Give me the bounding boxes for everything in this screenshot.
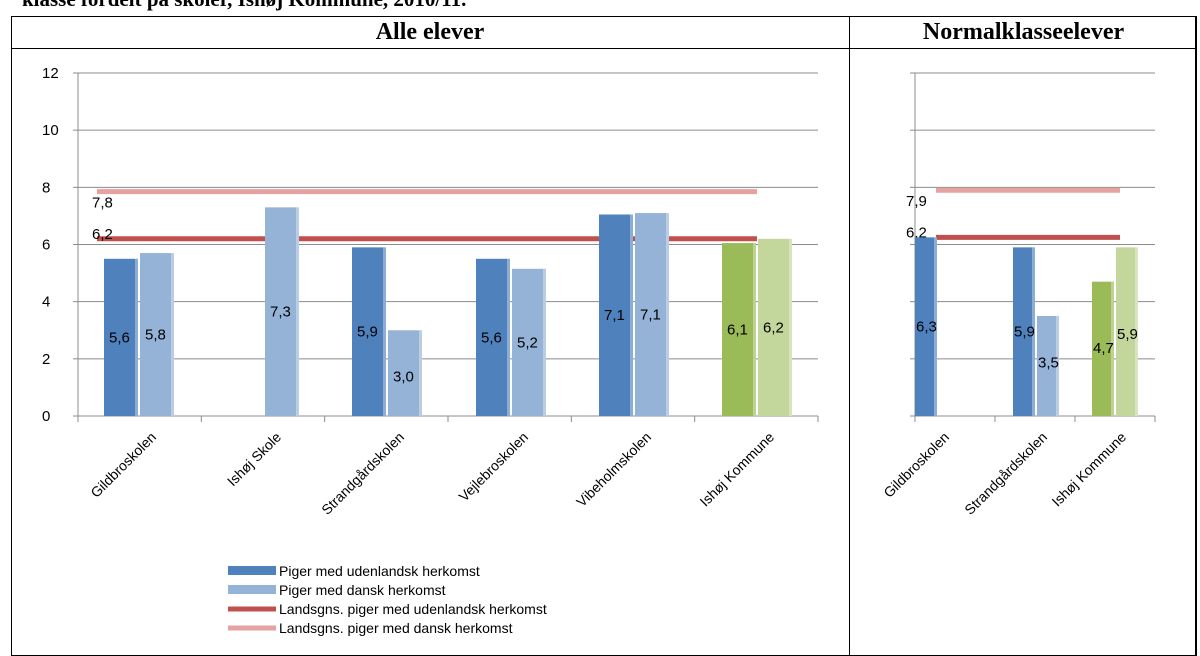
bar-all xyxy=(758,238,792,416)
category-label: Strandgårdskolen xyxy=(318,429,407,518)
category-label: Gildbroskolen xyxy=(880,429,952,501)
legend-swatch-bar xyxy=(228,566,276,575)
category-label: Ishøj Skole xyxy=(224,429,284,489)
y-tick-label: 2 xyxy=(42,351,50,368)
bar-all xyxy=(352,247,386,416)
legend-label: Piger med udenlandsk herkomst xyxy=(279,563,480,579)
legend-label: Landsgns. piger med dansk herkomst xyxy=(279,620,513,636)
data-label: 5,9 xyxy=(357,324,378,341)
data-label: 5,6 xyxy=(109,329,130,346)
bar-all xyxy=(476,258,510,416)
bar-all xyxy=(512,268,546,416)
reference-line-label: 7,8 xyxy=(92,195,113,212)
reference-line-label: 6,2 xyxy=(906,224,927,241)
bar-highlight xyxy=(419,330,422,416)
panel-divider xyxy=(849,16,850,656)
bar-highlight xyxy=(1056,315,1059,416)
bar-highlight xyxy=(934,237,937,416)
data-label: 6,3 xyxy=(916,319,937,336)
category-label: Gildbroskolen xyxy=(87,429,159,501)
bar-normal xyxy=(1037,315,1059,416)
data-label: 5,2 xyxy=(517,334,538,351)
header-divider xyxy=(11,48,1197,49)
category-label: Ishøj Kommune xyxy=(1048,429,1129,510)
y-tick-label: 10 xyxy=(42,122,59,139)
bar-normal xyxy=(1013,247,1035,416)
reference-line-label: 6,2 xyxy=(92,226,113,243)
bar-highlight xyxy=(296,207,299,416)
bar-highlight xyxy=(1135,247,1138,416)
legend-label: Piger med dansk herkomst xyxy=(279,582,446,598)
category-label: Strandgårdskolen xyxy=(961,429,1050,518)
bar-highlight xyxy=(383,247,386,416)
bar-all xyxy=(722,243,756,416)
data-label: 7,3 xyxy=(270,304,291,321)
bar-all xyxy=(104,258,138,416)
data-label: 5,8 xyxy=(145,327,166,344)
panel-title-normal-class: Normalklasseelever xyxy=(922,19,1125,45)
data-label: 6,2 xyxy=(763,319,784,336)
y-tick-label: 12 xyxy=(42,65,59,82)
reference-line-label: 7,9 xyxy=(906,193,927,210)
data-label: 7,1 xyxy=(640,307,661,324)
bar-normal xyxy=(1092,281,1114,416)
bar-normal xyxy=(1116,247,1138,416)
bar-highlight xyxy=(543,268,546,416)
bar-highlight xyxy=(630,214,633,416)
bar-highlight xyxy=(171,253,174,416)
data-label: 4,7 xyxy=(1093,340,1114,357)
data-label: 7,1 xyxy=(604,307,625,324)
legend-swatch-bar xyxy=(228,585,276,594)
bar-highlight xyxy=(789,238,792,416)
data-label: 3,0 xyxy=(393,369,414,386)
bar-highlight xyxy=(1111,281,1114,416)
bar-all xyxy=(635,213,669,416)
bar-highlight xyxy=(135,258,138,416)
data-label: 5,9 xyxy=(1014,324,1035,341)
bar-highlight xyxy=(507,258,510,416)
panel-title-all-students: Alle elever xyxy=(375,19,485,45)
y-tick-label: 0 xyxy=(42,408,50,425)
bar-all xyxy=(599,214,633,416)
bar-normal xyxy=(915,237,937,416)
data-label: 6,1 xyxy=(727,322,748,339)
bar-highlight xyxy=(1032,247,1035,416)
y-tick-label: 8 xyxy=(42,179,50,196)
category-label: Vibeholmskolen xyxy=(573,429,654,510)
legend-label: Landsgns. piger med udenlandsk herkomst xyxy=(279,601,547,617)
bar-highlight xyxy=(753,243,756,416)
bar-highlight xyxy=(666,213,669,416)
y-tick-label: 4 xyxy=(42,294,50,311)
data-label: 5,9 xyxy=(1117,326,1138,343)
bar-all xyxy=(388,330,422,416)
data-label: 3,5 xyxy=(1038,354,1059,371)
bar-all xyxy=(265,207,299,416)
figure-caption: klasse fordelt på skoler, Ishøj Kommune,… xyxy=(22,0,466,12)
y-tick-label: 6 xyxy=(42,237,50,254)
category-label: Vejlebroskolen xyxy=(455,429,531,505)
bar-all xyxy=(140,253,174,416)
data-label: 5,6 xyxy=(481,329,502,346)
category-label: Ishøj Kommune xyxy=(696,429,777,510)
